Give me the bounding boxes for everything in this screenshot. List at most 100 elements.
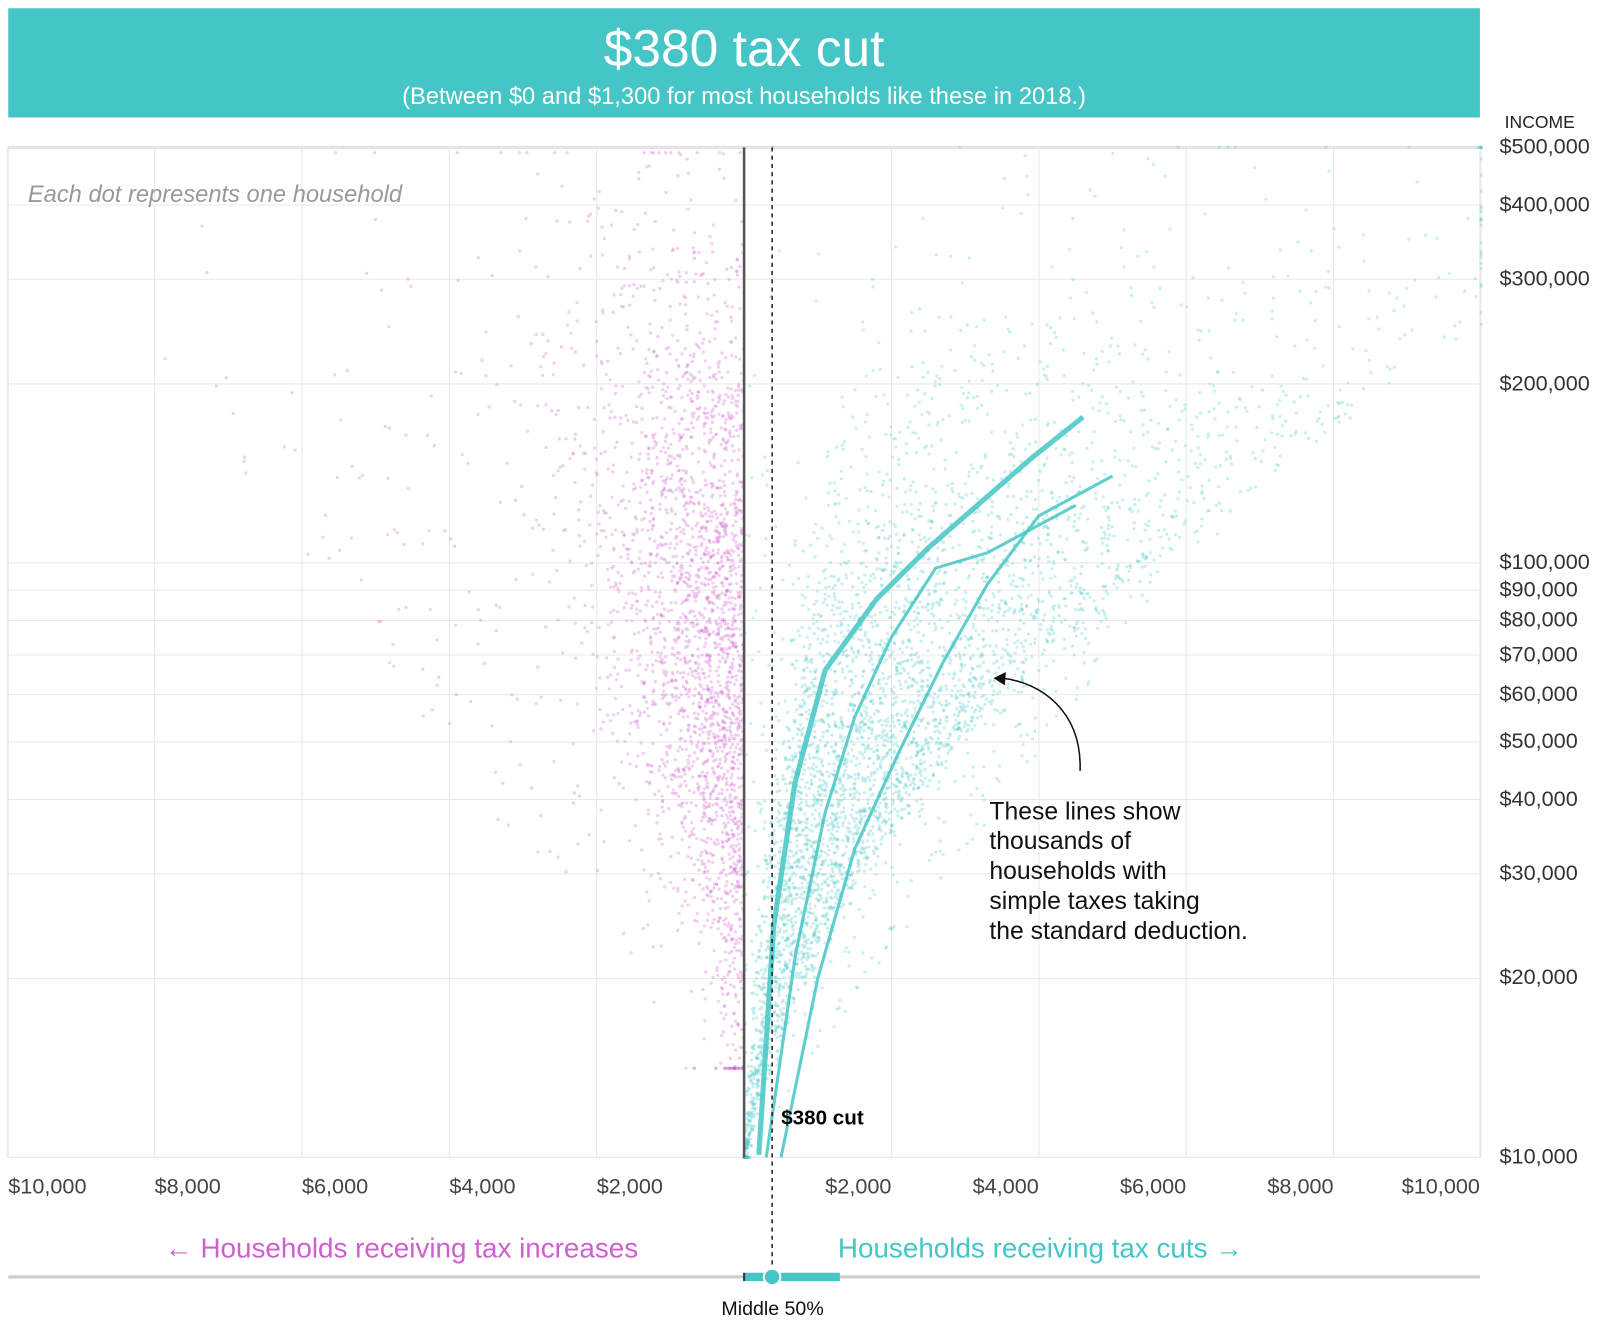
household-dot xyxy=(801,668,806,672)
household-dot xyxy=(933,380,938,384)
household-dot xyxy=(664,530,669,535)
household-dot xyxy=(793,914,797,919)
household-dot xyxy=(954,718,958,722)
household-dot xyxy=(830,537,834,541)
household-dot xyxy=(1052,604,1056,608)
household-dot xyxy=(1305,338,1309,342)
household-dot xyxy=(923,776,927,780)
household-dot xyxy=(829,858,833,862)
household-dot xyxy=(803,834,808,838)
household-dot xyxy=(747,1074,751,1078)
household-dot xyxy=(944,684,948,688)
household-dot xyxy=(1084,290,1088,295)
household-dot xyxy=(785,725,789,729)
household-dot xyxy=(798,875,802,880)
household-dot xyxy=(868,579,872,583)
household-dot xyxy=(802,768,807,772)
household-dot xyxy=(1008,440,1012,445)
household-dot xyxy=(1202,496,1206,501)
household-dot xyxy=(826,634,830,638)
household-dot xyxy=(827,652,831,656)
household-dot xyxy=(968,671,973,676)
household-dot xyxy=(658,832,662,836)
household-dot xyxy=(781,922,786,926)
household-dot xyxy=(947,672,951,676)
household-dot xyxy=(903,597,908,601)
household-dot xyxy=(808,947,813,951)
household-dot xyxy=(540,373,545,378)
household-dot xyxy=(905,393,910,397)
household-dot xyxy=(936,787,941,791)
household-dot xyxy=(702,337,706,341)
household-dot xyxy=(725,800,729,804)
household-dot xyxy=(773,1004,777,1008)
household-dot xyxy=(931,710,935,714)
header-banner: $380 tax cut (Between $0 and $1,300 for … xyxy=(8,8,1480,118)
household-dot xyxy=(1392,365,1396,369)
household-dot xyxy=(971,519,975,523)
household-dot xyxy=(935,556,939,560)
household-dot xyxy=(754,1101,758,1105)
household-dot xyxy=(594,686,598,690)
household-dot xyxy=(954,588,958,592)
household-dot xyxy=(842,865,846,870)
household-dot xyxy=(736,767,740,771)
household-dot xyxy=(1044,664,1048,668)
household-dot xyxy=(1068,296,1073,300)
household-dot xyxy=(835,812,840,816)
household-dot xyxy=(1479,282,1483,286)
household-dot xyxy=(1174,398,1178,402)
household-dot xyxy=(904,771,909,775)
household-dot xyxy=(894,785,898,789)
household-dot xyxy=(820,718,825,722)
household-dot xyxy=(709,427,713,431)
household-dot xyxy=(783,887,788,892)
household-dot xyxy=(827,713,831,717)
household-dot xyxy=(667,619,672,623)
household-dot xyxy=(874,735,878,739)
household-dot xyxy=(997,602,1002,607)
household-dot xyxy=(900,816,904,820)
household-dot xyxy=(990,629,995,633)
household-dot xyxy=(910,658,914,662)
household-dot xyxy=(818,867,823,871)
household-dot xyxy=(817,778,822,782)
household-dot xyxy=(1197,338,1201,343)
household-dot xyxy=(920,802,925,806)
household-dot xyxy=(805,941,809,945)
household-dot xyxy=(894,560,898,564)
household-dot xyxy=(834,865,838,869)
household-dot xyxy=(782,888,786,892)
household-dot xyxy=(636,222,640,227)
household-dot xyxy=(689,989,694,994)
household-dot xyxy=(971,694,975,698)
household-dot xyxy=(918,619,922,623)
household-dot xyxy=(829,574,833,578)
household-dot xyxy=(795,844,799,848)
household-dot xyxy=(905,510,909,514)
household-dot xyxy=(1082,351,1086,356)
household-dot xyxy=(774,975,778,979)
household-dot xyxy=(956,689,960,693)
household-dot xyxy=(821,699,825,703)
household-dot xyxy=(872,712,877,716)
household-dot xyxy=(615,265,620,269)
household-dot xyxy=(898,662,903,666)
household-dot xyxy=(660,794,664,798)
chart-subtitle: (Between $0 and $1,300 for most househol… xyxy=(402,82,1087,110)
household-dot xyxy=(832,1025,836,1029)
household-dot xyxy=(895,504,899,509)
household-dot xyxy=(905,720,909,724)
household-dot xyxy=(1019,497,1023,501)
household-dot xyxy=(711,921,715,925)
household-dot xyxy=(1171,515,1175,519)
household-dot xyxy=(925,683,930,687)
household-dot xyxy=(803,689,807,693)
household-dot xyxy=(1021,578,1026,582)
household-dot xyxy=(1246,489,1251,493)
household-dot xyxy=(990,362,995,366)
household-dot xyxy=(782,878,787,882)
household-dot xyxy=(876,854,880,859)
household-dot xyxy=(813,676,818,680)
household-dot xyxy=(963,646,968,650)
